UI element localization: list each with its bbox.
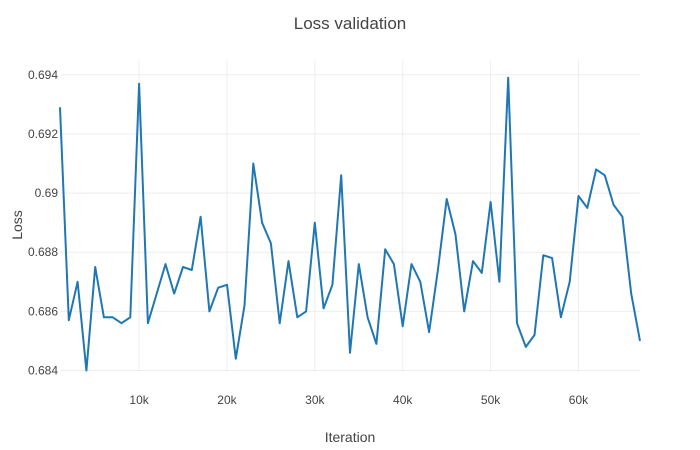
x-tick-label: 50k: [481, 393, 501, 407]
y-tick-label: 0.686: [28, 304, 58, 318]
loss-series-line: [59, 76, 641, 372]
gridlines: [60, 60, 640, 372]
plot-area: [59, 76, 641, 372]
y-tick-label: 0.692: [28, 127, 58, 141]
y-tick-label: 0.688: [28, 245, 58, 259]
y-tick-label: 0.69: [35, 186, 59, 200]
x-tick-label: 30k: [305, 393, 325, 407]
chart-title: Loss validation: [294, 14, 406, 33]
x-tick-label: 20k: [217, 393, 237, 407]
y-tick-label: 0.694: [28, 68, 58, 82]
x-tick-label: 40k: [393, 393, 413, 407]
y-axis-title: Loss: [9, 210, 25, 240]
x-tick-label: 60k: [569, 393, 589, 407]
x-axis-ticks: 10k 20k 30k 40k 50k 60k: [129, 393, 589, 407]
x-tick-label: 10k: [129, 393, 149, 407]
y-tick-label: 0.684: [28, 364, 58, 378]
y-axis-ticks: 0.684 0.686 0.688 0.69 0.692 0.694: [28, 68, 58, 378]
x-axis-title: Iteration: [325, 429, 376, 445]
